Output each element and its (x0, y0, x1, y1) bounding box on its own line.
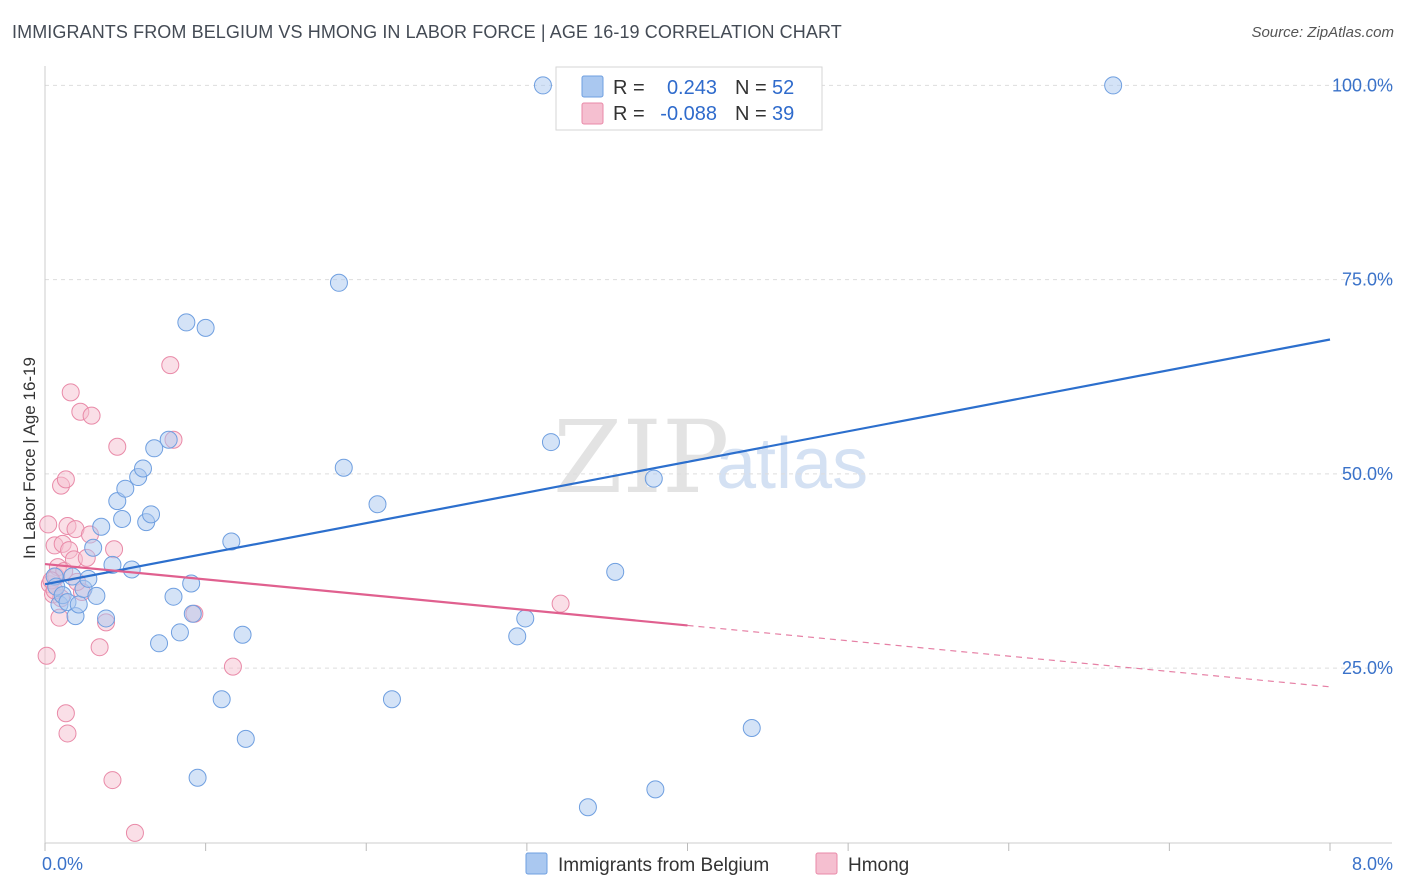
bottom-legend-swatch-blue (525, 852, 548, 875)
legend-swatch-pink (581, 102, 604, 125)
belgium-point-39 (368, 495, 387, 514)
hmong-point-24 (90, 638, 109, 657)
belgium-point-33 (212, 690, 231, 709)
belgium-points (45, 76, 1123, 817)
hmong-point-0 (37, 646, 56, 665)
hmong-point-1 (39, 515, 58, 534)
hmong-point-26 (103, 771, 122, 790)
top-legend: R = 0.243 N = 52 R = -0.088 N = 39 (555, 66, 823, 131)
y-axis-title: In Labor Force | Age 16-19 (20, 357, 39, 559)
hmong-trendline (44, 562, 688, 627)
hmong-points (37, 356, 570, 842)
legend-n-label-pink: N = (735, 103, 767, 125)
legend-swatch-blue (581, 75, 604, 98)
belgium-trendline (44, 338, 1331, 586)
belgium-point-44 (541, 433, 560, 452)
hmong-point-34 (551, 594, 570, 613)
belgium-point-30 (183, 604, 202, 623)
tick-labels: 25.0% 50.0% 75.0% 100.0% 0.0% 8.0% (42, 75, 1393, 874)
belgium-point-22 (142, 505, 161, 524)
belgium-point-35 (233, 625, 252, 644)
belgium-point-36 (236, 729, 255, 748)
bottom-legend-label-pink: Hmong (848, 855, 909, 876)
y-tick-label-100: 100.0% (1332, 75, 1393, 95)
hmong-point-27 (105, 540, 124, 559)
belgium-point-51 (1104, 76, 1123, 95)
hmong-trendline-extension (687, 624, 1331, 688)
belgium-point-48 (644, 469, 663, 488)
grid (45, 84, 1392, 669)
belgium-point-43 (533, 76, 552, 95)
belgium-point-16 (113, 509, 132, 528)
y-tick-label-50: 50.0% (1342, 464, 1393, 484)
legend-n-value-blue: 52 (772, 77, 794, 99)
belgium-point-28 (177, 313, 196, 332)
watermark-zip: ZIP (553, 399, 729, 516)
watermark: ZIP atlas (553, 399, 868, 516)
watermark-atlas: atlas (716, 424, 868, 504)
belgium-point-50 (742, 719, 761, 738)
legend-r-value-pink: -0.088 (660, 103, 717, 125)
y-tick-label-25: 25.0% (1342, 658, 1393, 678)
belgium-point-49 (646, 780, 665, 799)
belgium-point-38 (334, 458, 353, 477)
hmong-point-23 (82, 406, 101, 425)
legend-n-value-pink: 39 (772, 103, 794, 125)
hmong-point-14 (56, 704, 75, 723)
belgium-point-24 (150, 634, 169, 653)
x-tick-label-0: 0.0% (42, 854, 83, 874)
hmong-point-11 (56, 470, 75, 489)
belgium-point-17 (116, 479, 135, 498)
bottom-legend: Immigrants from Belgium Hmong (525, 852, 909, 876)
belgium-point-13 (97, 609, 116, 628)
hmong-point-30 (161, 356, 180, 375)
chart-title: IMMIGRANTS FROM BELGIUM VS HMONG IN LABO… (12, 22, 842, 42)
hmong-point-28 (108, 437, 127, 456)
belgium-point-27 (170, 623, 189, 642)
legend-n-label-blue: N = (735, 77, 767, 99)
belgium-point-32 (196, 318, 215, 337)
belgium-point-7 (69, 595, 88, 614)
belgium-point-41 (508, 627, 527, 646)
belgium-point-12 (92, 517, 111, 536)
belgium-point-40 (382, 690, 401, 709)
trendlines (44, 338, 1331, 688)
belgium-point-26 (164, 587, 183, 606)
belgium-point-11 (87, 586, 106, 605)
y-tick-label-75: 75.0% (1342, 270, 1393, 290)
bottom-legend-swatch-pink (815, 852, 838, 875)
hmong-point-16 (61, 383, 80, 402)
axes (44, 66, 1392, 851)
x-tick-label-8: 8.0% (1352, 854, 1393, 874)
legend-r-label-pink: R = (613, 103, 645, 125)
belgium-point-9 (79, 569, 98, 588)
source-credit: Source: ZipAtlas.com (1251, 24, 1394, 41)
belgium-point-45 (578, 798, 597, 817)
belgium-point-31 (188, 768, 207, 787)
legend-r-label-blue: R = (613, 77, 645, 99)
hmong-point-29 (125, 823, 144, 842)
hmong-point-15 (58, 724, 77, 743)
bottom-legend-label-blue: Immigrants from Belgium (558, 855, 769, 876)
belgium-point-23 (145, 439, 164, 458)
belgium-point-42 (516, 609, 535, 628)
belgium-point-37 (329, 273, 348, 292)
belgium-point-34 (222, 532, 241, 551)
legend-r-value-blue: 0.243 (667, 77, 717, 99)
belgium-point-20 (133, 459, 152, 478)
belgium-point-10 (84, 538, 103, 557)
belgium-point-46 (606, 562, 625, 581)
hmong-point-33 (223, 657, 242, 676)
belgium-point-25 (159, 430, 178, 449)
